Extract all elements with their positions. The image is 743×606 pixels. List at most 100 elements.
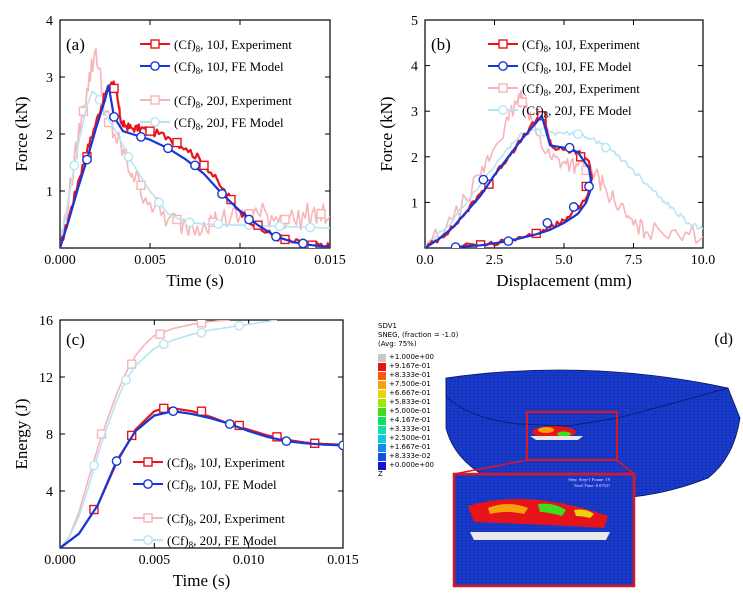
contour-legend-title-2: SNEG, (fraction = -1.0)	[378, 331, 459, 339]
series-marker-circle	[568, 202, 579, 212]
series-marker-circle	[584, 181, 594, 192]
series-marker-circle	[82, 154, 92, 165]
series-marker-square	[199, 160, 209, 171]
y-tick-label: 1	[411, 196, 418, 211]
series-marker-square	[517, 97, 527, 107]
series-marker-square	[196, 320, 207, 328]
legend-label: (Cf)8, 10J, FE Model	[167, 477, 277, 494]
contour-legend-entry: +7.500e-01	[378, 380, 493, 389]
panel-d-label: (d)	[714, 331, 733, 348]
series-marker-square	[136, 180, 146, 191]
zoom-connector-left	[453, 459, 528, 475]
series-group	[60, 47, 330, 248]
x-tick-label: 2.5	[486, 253, 504, 268]
contour-legend-value: +4.167e-01	[389, 416, 431, 424]
contour-legend-value: +1.667e-01	[389, 443, 431, 451]
series-marker-square	[78, 106, 89, 116]
zoom-caption-1: Step: Step-1 Frame: 19	[568, 477, 610, 482]
contour-legend-swatch	[378, 443, 386, 452]
series-line	[425, 114, 593, 248]
contour-legend-swatch	[378, 371, 386, 380]
y-tick-label: 1	[46, 185, 53, 200]
panel-a-force-time-chart: 0.000 0.005 0.010 0.015 1 2 3 4 Time (s) Force (k…	[12, 14, 346, 290]
series-line	[60, 410, 343, 548]
contour-legend-entry: +5.833e-01	[378, 398, 493, 407]
contour-legend-value: +7.500e-01	[389, 380, 431, 388]
contour-legend-swatch	[378, 452, 386, 461]
series-marker-circle	[564, 142, 575, 153]
series-marker-circle	[190, 160, 200, 171]
series-marker-square	[159, 403, 169, 414]
series-marker-square	[196, 406, 207, 416]
series-marker-circle	[158, 339, 169, 350]
series-marker-square	[109, 83, 119, 94]
series-marker-square	[316, 209, 326, 219]
y-tick-label: 3	[46, 71, 53, 86]
legend-marker-square	[498, 83, 508, 93]
x-tick-label: 0.010	[224, 253, 256, 268]
series-marker-circle	[224, 419, 235, 429]
contour-legend-swatch	[378, 434, 386, 443]
legend-label: (Cf)8, 20J, Experiment	[174, 93, 292, 110]
legend-marker-square	[498, 39, 508, 49]
zoom-caption-2: Total Time: 0.0752?	[574, 483, 610, 488]
x-tick-label: 0.015	[327, 553, 359, 568]
y-tick-label: 4	[46, 14, 53, 29]
x-axis-label: Displacement (mm)	[496, 271, 632, 290]
zoom-connector-right	[616, 459, 635, 475]
contour-legend-swatch	[378, 407, 386, 416]
series-marker-circle	[184, 217, 195, 228]
contour-legend-swatch	[378, 398, 386, 407]
x-axis-label: Time (s)	[166, 271, 223, 290]
contour-legend-value: +5.000e-01	[389, 407, 431, 415]
x-tick-label: 0.005	[134, 253, 166, 268]
legend: (Cf)8, 10J, Experiment (Cf)8, 10J, FE Mod…	[133, 455, 285, 550]
series-group	[425, 90, 703, 248]
axis-triad-label: Z	[378, 470, 383, 478]
series-marker-circle	[111, 456, 122, 466]
panel-label: (c)	[66, 330, 85, 349]
series-marker-circle	[217, 188, 227, 199]
y-tick-label: 16	[39, 314, 53, 329]
panel-b-force-displacement-chart: 0.0 2.5 5.0 7.5 10.0 1 2 3 4 5 Displacement (mm) Fo…	[377, 14, 715, 290]
y-axis-label: Force (kN)	[12, 96, 31, 171]
y-tick-label: 4	[411, 60, 418, 75]
x-axis-label: Time (s)	[173, 571, 230, 590]
contour-legend-swatch	[378, 425, 386, 434]
contour-legend-entry: +4.167e-01	[378, 416, 493, 425]
legend-marker-square	[150, 39, 160, 49]
series-marker-circle	[542, 218, 553, 228]
series-marker-square	[126, 359, 137, 369]
series-marker-circle	[163, 143, 173, 154]
series-marker-circle	[271, 231, 281, 242]
contour-legend-value: +0.000e+00	[389, 461, 434, 469]
contour-legend-entries: +1.000e+00 +9.167e-01 +8.333e-01 +7.500e-01…	[378, 353, 493, 470]
x-tick-label: 10.0	[691, 253, 716, 268]
series-marker-circle	[305, 222, 316, 233]
series-marker-circle	[196, 327, 207, 338]
contour-legend-swatch	[378, 416, 386, 425]
series-marker-circle	[69, 160, 80, 171]
legend-label: (Cf)8, 20J, FE Model	[174, 115, 284, 132]
contour-legend-swatch	[378, 389, 386, 398]
contour-legend-value: +2.500e-01	[389, 434, 431, 442]
contour-legend-value: +5.833e-01	[389, 398, 431, 406]
x-tick-label: 0.015	[314, 253, 346, 268]
legend-marker-square	[143, 513, 153, 523]
x-tick-label: 5.0	[555, 253, 573, 268]
series-marker-circle	[168, 406, 179, 417]
y-tick-label: 2	[411, 151, 418, 166]
contour-legend-title-3: (Avg: 75%)	[378, 340, 417, 348]
x-tick-label: 7.5	[625, 253, 643, 268]
plot-frame	[59, 19, 331, 249]
damage-region	[530, 426, 583, 440]
contour-legend-swatch	[378, 380, 386, 389]
series-marker-circle	[109, 112, 119, 122]
contour-legend-entry: +6.667e-01	[378, 389, 493, 398]
plate-edge	[445, 378, 729, 427]
legend-marker-circle	[498, 105, 508, 115]
legend-marker-circle	[150, 117, 160, 127]
series-marker-circle	[503, 236, 514, 247]
series-marker-square	[272, 432, 282, 442]
contour-legend-entry: +1.667e-01	[378, 443, 493, 452]
